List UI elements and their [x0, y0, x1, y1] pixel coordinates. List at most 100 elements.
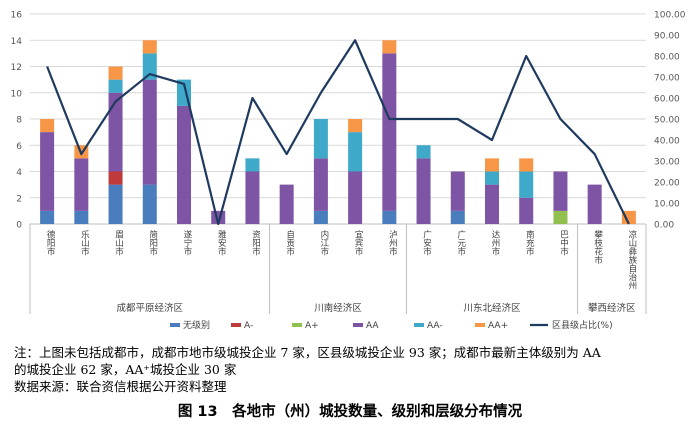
y2-tick-label: 60.00 — [654, 95, 680, 105]
bar-segment — [313, 119, 328, 159]
bar-segment — [416, 145, 431, 159]
bar-segment — [245, 171, 260, 224]
y2-tick-label: 90.00 — [654, 32, 680, 42]
bar-segment — [177, 105, 191, 224]
y-tick-label: 14 — [11, 37, 23, 47]
bar-segment — [108, 171, 123, 185]
bar-segment — [313, 158, 328, 211]
y2-tick-label: 70.00 — [654, 74, 680, 84]
note-line-1: 注：上图未包括成都市，成都市地市级城投企业 7 家，区县级城投企业 93 家；成… — [14, 345, 601, 360]
legend-label: A+ — [305, 321, 319, 331]
legend: 无级别 A- A+ AA AA- AA+ 区县级占比(%) — [170, 319, 613, 331]
bar-segment — [108, 66, 123, 80]
bar-segment — [40, 119, 55, 133]
line-series — [46, 39, 630, 226]
bar-segment — [450, 210, 465, 224]
y2-tick-label: 40.00 — [654, 137, 680, 147]
group-label: 川南经济区 — [314, 302, 362, 314]
bar-segment — [485, 171, 499, 185]
x-tick-label: 泸州市 — [387, 229, 397, 256]
legend-swatch — [475, 323, 485, 327]
legend-swatch — [292, 323, 302, 327]
y2-tick-label: 20.00 — [654, 179, 680, 189]
x-tick-label: 南充市 — [524, 229, 534, 256]
x-tick-label: 巴中市 — [558, 230, 568, 256]
legend-swatch — [231, 323, 241, 327]
chart: 0 2 4 6 8 10 12 14 16 0.00 10.00 20.00 30.00 40.00 50… — [11, 11, 686, 332]
y-tick-label: 6 — [16, 142, 22, 152]
bar-segment — [485, 184, 499, 224]
x-tick-label: 乐山市 — [79, 229, 89, 256]
figure-caption: 图 13 各地市（州）城投数量、级别和层级分布情况 — [177, 404, 523, 420]
y-axis-left: 0 2 4 6 8 10 12 14 16 — [11, 11, 23, 231]
bar-segment — [519, 197, 534, 224]
y-tick-label: 16 — [11, 11, 23, 21]
bar-segment — [142, 184, 157, 224]
region-groups: 成都平原经济区 川南经济区 川东北经济区 攀西经济区 — [29, 224, 647, 314]
bar-segment — [313, 210, 328, 224]
x-tick-label: 资阳市 — [250, 229, 260, 256]
group-label: 川东北经济区 — [463, 302, 521, 314]
bar-segment — [519, 171, 534, 198]
bar-segment — [382, 40, 397, 54]
bar-segment — [382, 53, 397, 211]
x-tick-label: 雅安市 — [216, 229, 226, 256]
x-tick-label: 德阳市 — [45, 229, 55, 256]
x-tick-label: 宜宾市 — [353, 229, 363, 256]
y-tick-label: 12 — [11, 63, 22, 73]
bar-series — [40, 40, 636, 224]
bar-segment — [40, 210, 55, 224]
bar-segment — [245, 158, 260, 172]
y2-tick-label: 30.00 — [654, 158, 680, 168]
x-tick-label: 自贡市 — [285, 229, 295, 256]
legend-label: AA- — [427, 321, 443, 331]
legend-label: AA+ — [488, 321, 508, 331]
y2-tick-label: 100.00 — [654, 11, 686, 21]
note-line-2: 的城投企业 62 家，AA⁺城投企业 30 家 — [14, 362, 237, 377]
y-tick-label: 0 — [16, 221, 22, 231]
source-line: 数据来源：联合资信根据公开资料整理 — [14, 379, 227, 394]
bar-segment — [74, 210, 89, 224]
bar-segment — [450, 171, 465, 211]
y2-tick-label: 10.00 — [654, 200, 680, 210]
bar-segment — [108, 79, 123, 93]
y2-tick-label: 50.00 — [654, 116, 680, 126]
bar-segment — [348, 132, 363, 172]
x-tick-label: 凉山彝族自治州 — [627, 229, 637, 289]
bar-segment — [485, 158, 499, 172]
legend-swatch — [170, 323, 180, 327]
line-path — [46, 39, 630, 226]
y-tick-label: 2 — [16, 194, 22, 204]
x-tick-label: 攀枝花市 — [593, 229, 603, 264]
legend-swatch — [353, 323, 363, 327]
y-tick-label: 4 — [16, 168, 22, 178]
x-tick-label: 遂宁市 — [182, 229, 192, 256]
bar-segment — [348, 171, 363, 224]
legend-swatch — [414, 323, 424, 327]
gridlines — [30, 13, 646, 225]
bar-segment — [553, 210, 568, 224]
group-label: 攀西经济区 — [588, 302, 636, 314]
legend-label: 区县级占比(%) — [552, 319, 613, 331]
bar-segment — [382, 210, 397, 224]
legend-label: A- — [244, 321, 253, 331]
bar-segment — [108, 92, 123, 172]
bar-segment — [553, 171, 568, 211]
x-tick-label: 内江市 — [319, 229, 329, 256]
legend-label: AA — [366, 321, 379, 331]
bar-segment — [348, 119, 363, 133]
y2-tick-label: 0.00 — [654, 221, 674, 231]
y-axis-right: 0.00 10.00 20.00 30.00 40.00 50.00 60.00 70.00 8… — [654, 11, 686, 231]
bar-segment — [416, 158, 431, 224]
bar-segment — [142, 40, 157, 54]
x-tick-label: 广元市 — [456, 229, 466, 256]
x-tick-label: 达州市 — [490, 229, 500, 256]
notes: 注：上图未包括成都市，成都市地市级城投企业 7 家，区县级城投企业 93 家；成… — [14, 344, 694, 395]
legend-label: 无级别 — [183, 319, 210, 331]
x-tick-label: 简阳市 — [148, 229, 158, 256]
bar-segment — [142, 53, 157, 80]
bar-segment — [74, 158, 89, 211]
bar-segment — [279, 184, 294, 224]
bar-segment — [621, 210, 636, 224]
group-label: 成都平原经济区 — [117, 302, 184, 314]
